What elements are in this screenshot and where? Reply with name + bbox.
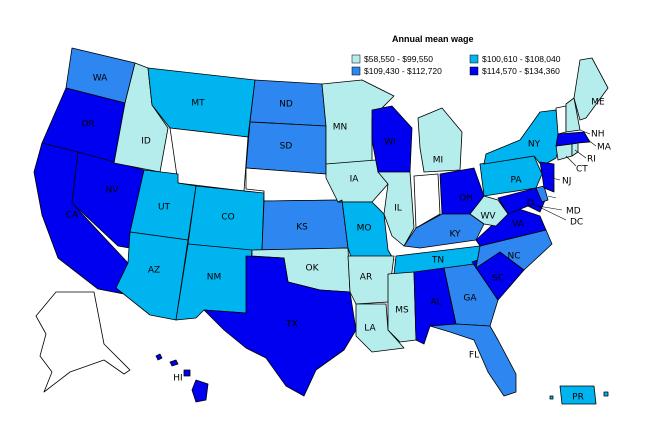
legend-item: $114,570 - $134,360 [469,66,560,76]
label-wa: WA [93,74,108,84]
state-de [535,185,549,203]
state-tx [203,255,357,397]
label-nm: NM [207,273,222,283]
label-ms: MS [395,306,409,316]
leader-dc [530,202,567,221]
legend-label: $109,430 - $112,720 [364,66,442,76]
state-me [573,57,609,121]
legend-label: $100,610 - $108,040 [482,54,561,64]
legend-swatch [351,54,361,64]
label-wi: WI [384,138,396,148]
state-ny [483,109,561,167]
leader-nj [551,177,561,181]
legend-swatch [469,54,479,64]
state-az [115,231,189,321]
label-ca: CA [66,211,79,221]
label-mt: MT [191,99,205,109]
label-nv: NV [106,186,120,196]
state-wy [169,127,249,192]
state-nj [539,161,555,193]
legend-label: $58,550 - $99,550 [364,54,433,64]
label-or: OR [81,120,94,130]
state-ar [347,255,395,305]
label-tx: TX [285,320,298,330]
state-ri [571,142,579,157]
label-pr: PR [572,393,584,403]
label-dc: DC [570,218,583,228]
leader-ma [587,139,597,147]
legend-title: Annual mean wage [392,34,474,44]
label-va: VA [512,220,525,230]
label-ia: IA [350,175,360,185]
legend-label: $114,570 - $134,360 [482,66,560,76]
state-dc [527,199,534,206]
label-ny: NY [528,140,541,150]
label-az: AZ [148,266,160,276]
leader-ct [565,155,577,167]
label-ut: UT [158,203,171,213]
state-ma [555,131,591,147]
state-mi [417,107,463,173]
state-la [355,303,405,353]
label-ky: KY [449,230,461,240]
legend-item: $109,430 - $112,720 [351,66,442,76]
state-in [413,173,441,229]
label-pa: PA [510,176,522,186]
state-fl [429,323,517,397]
label-al: AL [430,298,441,308]
label-me: ME [591,98,605,108]
label-mi: MI [433,156,443,166]
label-co: CO [221,213,234,223]
label-ga: GA [463,294,477,304]
legend-item: $100,610 - $108,040 [469,54,561,64]
label-ct: CT [576,165,588,175]
state-labels: WA OR CA NV ID MT UT AZ CO NM ND SD KS O… [66,74,612,403]
label-sc: SC [492,274,504,284]
label-nh: NH [591,130,605,140]
state-ct [555,143,573,161]
label-ar: AR [360,273,372,283]
label-nc: NC [507,252,520,262]
label-md: MD [566,207,581,217]
state-il [377,171,415,247]
legend-swatch [351,66,361,76]
label-ks: KS [296,223,308,233]
leader-de [547,195,557,199]
state-ga [443,263,499,327]
label-mn: MN [333,123,348,133]
state-vt [555,105,567,135]
label-ri: RI [587,155,596,165]
label-il: IL [394,204,402,214]
label-fl: FL [469,351,479,361]
legend: Annual mean wage $58,550 - $99,550 $100,… [351,34,561,76]
label-nj: NJ [562,177,571,187]
label-oh: OH [459,194,473,204]
label-mo: MO [357,224,372,234]
label-hi: HI [173,374,182,384]
state-shapes [33,47,609,405]
label-nd: ND [279,100,293,110]
label-ma: MA [597,143,612,153]
label-id: ID [141,137,151,147]
state-mo [337,199,395,261]
legend-swatch [469,66,479,76]
label-tn: TN [431,256,444,266]
state-pr [549,385,609,405]
state-hi [155,353,209,403]
state-ak [35,291,131,393]
leader-nh [579,129,591,135]
leader-md [537,205,563,211]
label-wv: WV [480,212,496,222]
label-sd: SD [280,142,293,152]
leader-ri [574,149,587,159]
label-la: LA [364,324,376,334]
label-leaders [530,129,597,221]
legend-item: $58,550 - $99,550 [351,54,433,64]
label-ok: OK [306,264,320,274]
